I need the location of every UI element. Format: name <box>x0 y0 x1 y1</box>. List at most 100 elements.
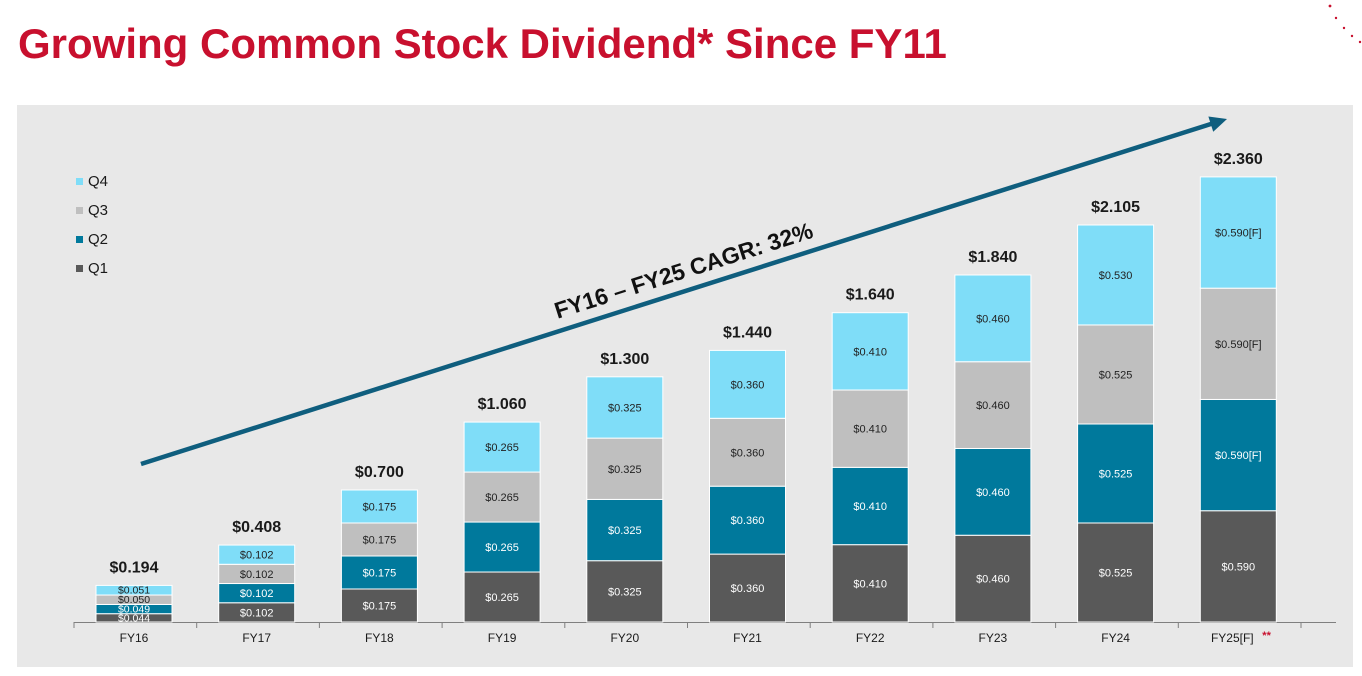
x-tick-label: FY22 <box>856 631 885 645</box>
data-label-q2: $0.590[F] <box>1215 450 1261 462</box>
data-label-q1: $0.460 <box>976 574 1010 586</box>
data-label-q3: $0.325 <box>608 464 642 476</box>
bar-segment-q2 <box>463 521 541 573</box>
total-label: $1.060 <box>478 396 527 413</box>
x-tick-label: FY25[F] <box>1211 631 1254 645</box>
bar-segment-q2 <box>340 555 418 590</box>
total-label: $1.440 <box>723 324 772 341</box>
bar-segment-q1 <box>709 553 786 623</box>
bar-segment-q2 <box>1199 398 1277 512</box>
cagr-annotation: FY16 – FY25 CAGR: 32% <box>551 217 816 323</box>
bar-segment-q1 <box>340 588 418 623</box>
legend-label-q3: Q3 <box>88 202 108 219</box>
data-label-q3: $0.175 <box>363 534 397 546</box>
legend-label-q1: Q1 <box>88 260 108 277</box>
data-label-q4: $0.530 <box>1099 270 1133 282</box>
bar-segment-q4 <box>218 544 296 565</box>
x-tick-label: FY21 <box>733 631 762 645</box>
data-label-q3: $0.050 <box>118 594 150 606</box>
total-label: $0.194 <box>110 559 159 576</box>
bar-segment-q2 <box>1077 423 1155 524</box>
bar-segment-q3 <box>954 361 1032 449</box>
legend-swatch-q2 <box>76 236 83 243</box>
data-label-q2: $0.102 <box>240 588 274 600</box>
bar-segment-q3 <box>463 471 541 523</box>
trend-arrow-head <box>1208 116 1227 132</box>
bar-segment-q3 <box>1199 287 1277 400</box>
bar-segment-q2 <box>954 447 1032 536</box>
page-title: Growing Common Stock Dividend* Since FY1… <box>18 20 947 67</box>
legend-swatch-q4 <box>76 178 83 185</box>
trend-arrow-line <box>140 120 1215 467</box>
total-label: $0.700 <box>355 464 404 481</box>
data-label-q4: $0.360 <box>731 379 765 391</box>
bar-segment-q4 <box>954 274 1032 363</box>
data-label-q1: $0.102 <box>240 607 274 619</box>
data-label-q4: $0.460 <box>976 313 1010 325</box>
total-label: $0.408 <box>232 519 281 536</box>
x-tick-label: FY20 <box>610 631 639 645</box>
x-tick-label: FY19 <box>488 631 517 645</box>
bar-segment-q2 <box>831 466 909 546</box>
data-label-q1: $0.265 <box>485 592 519 604</box>
data-label-q4: $0.265 <box>485 442 519 454</box>
legend-label-q2: Q2 <box>88 231 108 248</box>
data-label-q3: $0.265 <box>485 492 519 504</box>
data-label-q1: $0.325 <box>608 586 642 598</box>
data-label-q4: $0.590[F] <box>1215 228 1261 240</box>
bar-segment-q3 <box>340 522 418 557</box>
bar-segment-q4 <box>95 584 173 596</box>
bar-segment-q3 <box>831 389 909 468</box>
total-label: $2.360 <box>1214 151 1263 168</box>
bar-segment-q3 <box>586 437 664 500</box>
data-label-q4: $0.325 <box>608 402 642 414</box>
legend-swatch-q3 <box>76 207 83 214</box>
data-label-q3: $0.410 <box>853 424 887 436</box>
data-label-q4: $0.051 <box>118 585 150 597</box>
data-label-q3: $0.360 <box>731 447 765 459</box>
data-label-q1: $0.044 <box>118 612 150 624</box>
data-label-q2: $0.460 <box>976 487 1010 499</box>
x-tick-label: FY16 <box>120 631 149 645</box>
data-label-q4: $0.175 <box>363 501 397 513</box>
data-label-q2: $0.325 <box>608 525 642 537</box>
bar-segment-q1 <box>1077 522 1155 623</box>
data-label-q4: $0.102 <box>240 550 274 562</box>
data-label-q2: $0.410 <box>853 501 887 513</box>
bar-segment-q4 <box>1199 176 1277 289</box>
bar-segment-q4 <box>463 421 541 473</box>
total-label: $1.640 <box>846 287 895 304</box>
data-label-q1: $0.590 <box>1221 561 1255 573</box>
data-label-q1: $0.175 <box>363 600 397 612</box>
bar-segment-q4 <box>1077 224 1155 326</box>
data-label-q1: $0.525 <box>1099 567 1133 579</box>
data-label-q3: $0.590[F] <box>1215 339 1261 351</box>
data-label-q2: $0.049 <box>118 604 150 616</box>
bar-segment-q4 <box>586 376 664 439</box>
bar-segment-q3 <box>1077 324 1155 425</box>
data-label-q2: $0.360 <box>731 515 765 527</box>
x-tick-label: FY23 <box>979 631 1008 645</box>
data-label-q4: $0.410 <box>853 346 887 358</box>
bar-segment-q1 <box>1199 510 1277 623</box>
bar-segment-q1 <box>954 534 1032 623</box>
data-label-q1: $0.410 <box>853 578 887 590</box>
legend-swatch-q1 <box>76 265 83 272</box>
data-label-q2: $0.525 <box>1099 468 1133 480</box>
data-label-q2: $0.265 <box>485 542 519 554</box>
x-tick-label: FY24 <box>1101 631 1130 645</box>
bar-segment-q4 <box>340 489 418 524</box>
bar-segment-q2 <box>709 485 786 555</box>
x-tick-label: FY18 <box>365 631 394 645</box>
total-label: $1.300 <box>600 351 649 368</box>
total-label: $1.840 <box>968 249 1017 266</box>
x-tick-label: FY17 <box>242 631 271 645</box>
data-label-q2: $0.175 <box>363 567 397 579</box>
bar-segment-q4 <box>831 312 909 391</box>
legend-label-q4: Q4 <box>88 173 108 190</box>
bar-segment-q3 <box>709 417 786 487</box>
data-label-q3: $0.525 <box>1099 369 1133 381</box>
data-label-q3: $0.460 <box>976 400 1010 412</box>
total-label: $2.105 <box>1091 199 1140 216</box>
